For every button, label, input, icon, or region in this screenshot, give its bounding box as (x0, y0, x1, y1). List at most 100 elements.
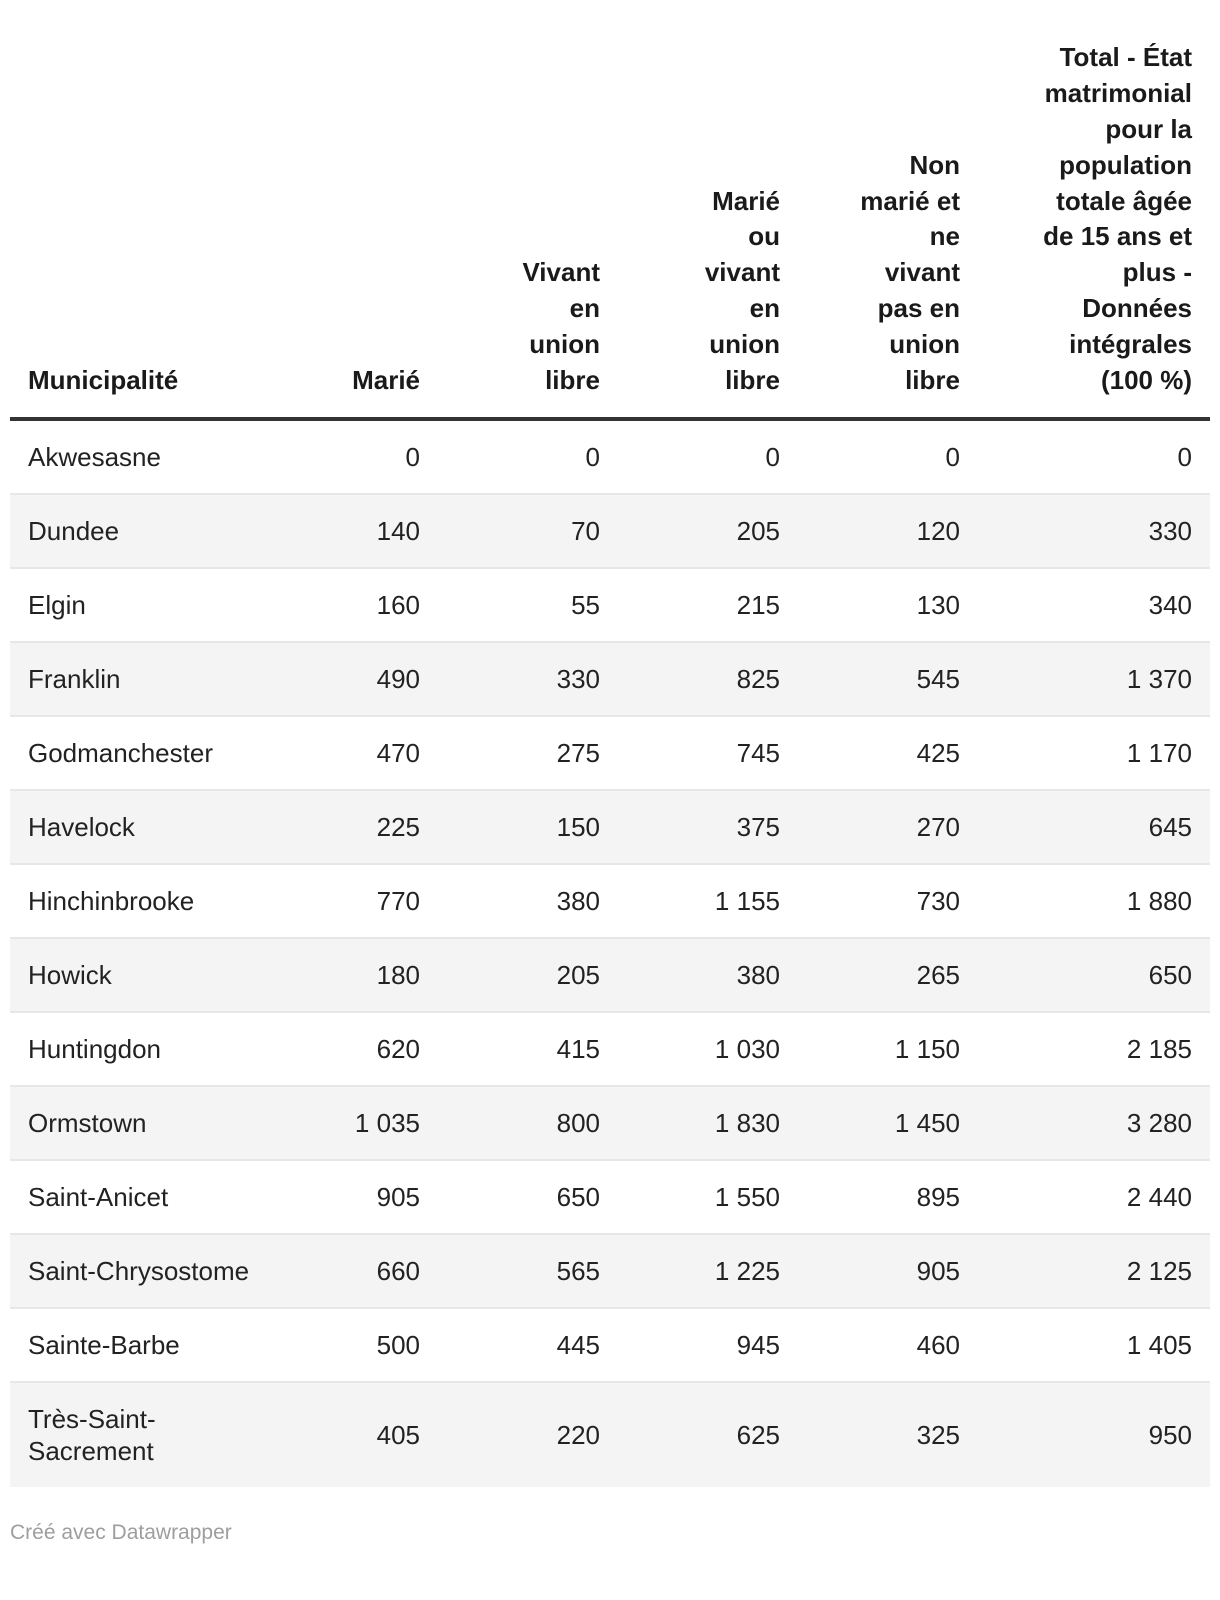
value-cell: 325 (798, 1380, 978, 1487)
table-row: Huntingdon 620 415 1 030 1 150 2 185 (10, 1010, 1210, 1086)
marital-status-table: Municipalité Marié Vivant en union libre Ma… (10, 40, 1210, 1487)
column-header: Marié (258, 40, 438, 421)
municipality-cell: Ormstown (10, 1084, 258, 1160)
value-cell: 265 (798, 936, 978, 1012)
column-header: Total - État matrimonial pour la populat… (978, 40, 1210, 421)
value-cell: 945 (618, 1306, 798, 1382)
value-cell: 470 (258, 714, 438, 790)
value-cell: 380 (438, 862, 618, 938)
table-row: Dundee 140 70 205 120 330 (10, 492, 1210, 568)
value-cell: 275 (438, 714, 618, 790)
datawrapper-table-page: Municipalité Marié Vivant en union libre Ma… (10, 40, 1210, 1544)
header-row: Municipalité Marié Vivant en union libre Ma… (10, 40, 1210, 421)
value-cell: 2 440 (978, 1158, 1210, 1234)
value-cell: 0 (945, 441, 960, 472)
value-cell: 220 (438, 1380, 618, 1487)
value-cell: 205 (618, 492, 798, 568)
value-cell: 160 (258, 566, 438, 642)
municipality-cell: Godmanchester (10, 714, 258, 790)
value-cell: 745 (618, 714, 798, 790)
value-cell: 545 (798, 640, 978, 716)
value-cell: 0 (585, 441, 600, 472)
value-cell: 825 (618, 640, 798, 716)
value-cell: 660 (258, 1232, 438, 1308)
municipality-cell: Très-Saint-Sacrement (10, 1380, 258, 1487)
value-cell: 375 (618, 788, 798, 864)
value-cell: 445 (438, 1306, 618, 1382)
value-cell: 3 280 (978, 1084, 1210, 1160)
column-header: Vivant en union libre (438, 40, 618, 421)
value-cell: 0 (765, 441, 780, 472)
column-header: Marié ou vivant en union libre (618, 40, 798, 421)
municipality-cell: Howick (10, 936, 258, 1012)
value-cell: 500 (258, 1306, 438, 1382)
value-cell: 330 (978, 492, 1210, 568)
value-cell: 730 (798, 862, 978, 938)
table-row: Sainte-Barbe 500 445 945 460 1 405 (10, 1306, 1210, 1382)
table-row: Franklin 490 330 825 545 1 370 (10, 640, 1210, 716)
table-row: Ormstown 1 035 800 1 830 1 450 3 280 (10, 1084, 1210, 1160)
value-cell: 215 (618, 566, 798, 642)
value-cell: 405 (258, 1380, 438, 1487)
value-cell: 2 125 (978, 1232, 1210, 1308)
value-cell: 460 (798, 1306, 978, 1382)
value-cell: 70 (438, 492, 618, 568)
value-cell: 1 030 (618, 1010, 798, 1086)
value-cell: 1 830 (618, 1084, 798, 1160)
value-cell: 55 (438, 566, 618, 642)
value-cell: 380 (618, 936, 798, 1012)
municipality-cell: Franklin (10, 640, 258, 716)
value-cell: 205 (438, 936, 618, 1012)
value-cell: 800 (438, 1084, 618, 1160)
value-cell: 1 150 (798, 1010, 978, 1086)
table-row: Saint-Anicet 905 650 1 550 895 2 440 (10, 1158, 1210, 1234)
table-row: Godmanchester 470 275 745 425 1 170 (10, 714, 1210, 790)
value-cell: 620 (258, 1010, 438, 1086)
value-cell: 650 (978, 936, 1210, 1012)
table-row: Saint-Chrysostome 660 565 1 225 905 2 125 (10, 1232, 1210, 1308)
value-cell: 340 (978, 566, 1210, 642)
value-cell: 625 (618, 1380, 798, 1487)
value-cell: 120 (798, 492, 978, 568)
value-cell: 650 (438, 1158, 618, 1234)
value-cell: 1 880 (978, 862, 1210, 938)
value-cell: 490 (258, 640, 438, 716)
table-row: Akwesasne 0 0 0 0 0 (10, 419, 1210, 494)
value-cell: 225 (258, 788, 438, 864)
municipality-cell: Dundee (10, 492, 258, 568)
municipality-cell: Havelock (10, 788, 258, 864)
table-row: Howick 180 205 380 265 650 (10, 936, 1210, 1012)
table-row: Havelock 225 150 375 270 645 (10, 788, 1210, 864)
value-cell: 270 (798, 788, 978, 864)
municipality-cell: Sainte-Barbe (10, 1306, 258, 1382)
value-cell: 1 405 (978, 1306, 1210, 1382)
value-cell: 0 (1177, 441, 1192, 472)
value-cell: 905 (258, 1158, 438, 1234)
value-cell: 1 155 (618, 862, 798, 938)
value-cell: 1 370 (978, 640, 1210, 716)
value-cell: 330 (438, 640, 618, 716)
table-row: Hinchinbrooke 770 380 1 155 730 1 880 (10, 862, 1210, 938)
value-cell: 1 170 (978, 714, 1210, 790)
value-cell: 2 185 (978, 1010, 1210, 1086)
value-cell: 895 (798, 1158, 978, 1234)
value-cell: 1 450 (798, 1084, 978, 1160)
credit-line: Créé avec Datawrapper (10, 1520, 232, 1544)
value-cell: 150 (438, 788, 618, 864)
value-cell: 1 225 (618, 1232, 798, 1308)
value-cell: 140 (258, 492, 438, 568)
value-cell: 1 035 (258, 1084, 438, 1160)
value-cell: 130 (798, 566, 978, 642)
value-cell: 565 (438, 1232, 618, 1308)
value-cell: 950 (978, 1380, 1210, 1487)
municipality-cell: Hinchinbrooke (10, 862, 258, 938)
value-cell: 1 550 (618, 1158, 798, 1234)
municipality-cell: Huntingdon (10, 1010, 258, 1086)
value-cell: 180 (258, 936, 438, 1012)
value-cell: 905 (798, 1232, 978, 1308)
value-cell: 770 (258, 862, 438, 938)
table-body: Akwesasne 0 0 0 0 0 Dundee 140 70 205 120 330 Elgin 1… (10, 419, 1210, 1487)
column-header: Non marié et ne vivant pas en union libr… (798, 40, 978, 421)
table-row: Elgin 160 55 215 130 340 (10, 566, 1210, 642)
table-row: Très-Saint-Sacrement 405 220 625 325 950 (10, 1380, 1210, 1487)
